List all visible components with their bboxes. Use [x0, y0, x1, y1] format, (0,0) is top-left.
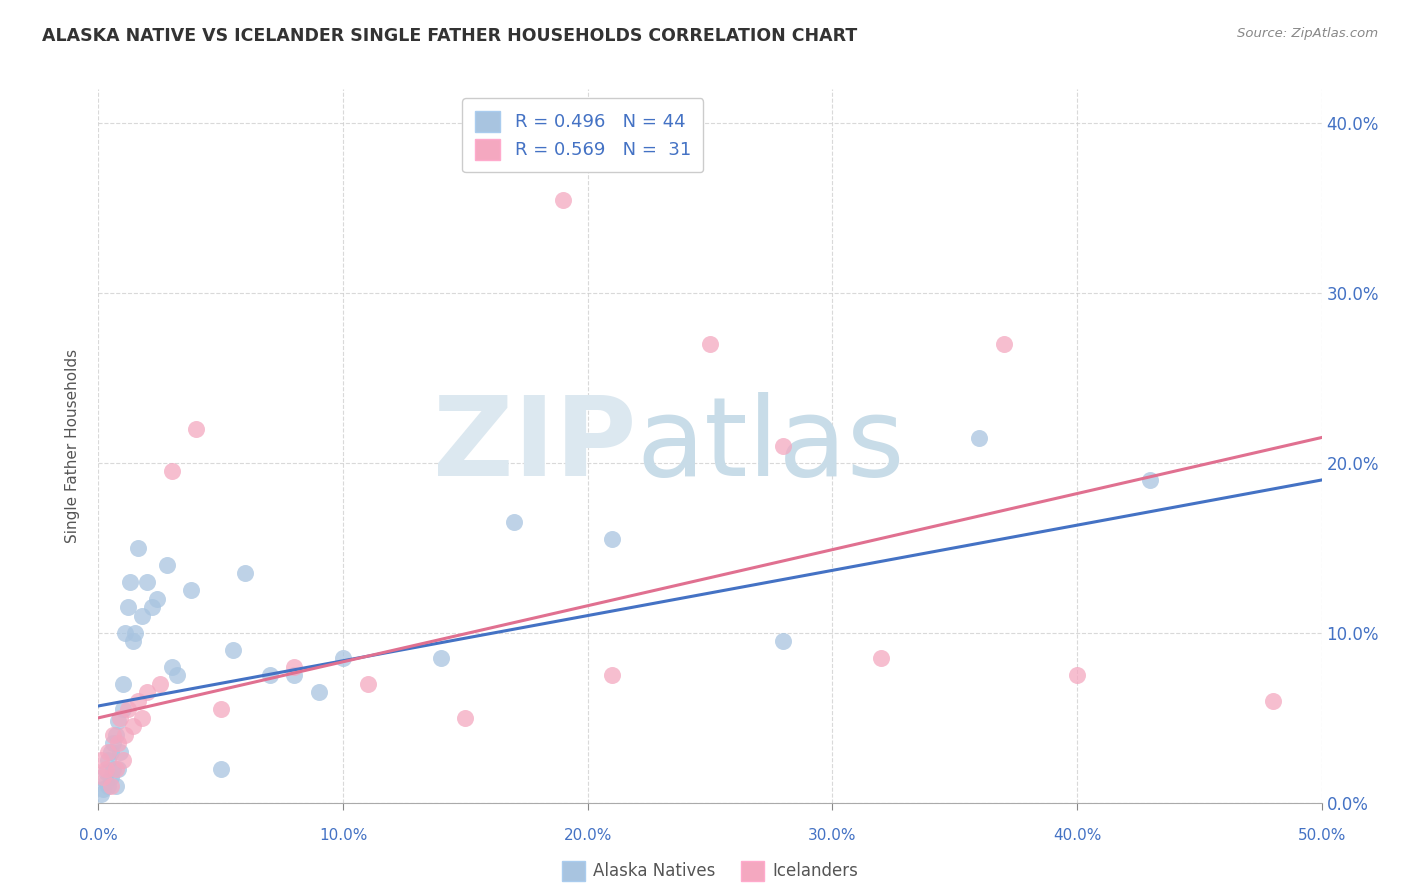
- Text: 40.0%: 40.0%: [1053, 828, 1101, 843]
- Point: [1261, 694, 1284, 708]
- Point: [186, 422, 208, 436]
- Point: [209, 702, 232, 716]
- Point: [110, 745, 132, 759]
- Point: [120, 574, 142, 589]
- Point: [101, 762, 124, 776]
- Point: [104, 762, 127, 776]
- Point: [90, 753, 112, 767]
- Point: [1066, 668, 1088, 682]
- Point: [107, 714, 129, 729]
- Point: [100, 745, 122, 759]
- Text: 0.0%: 0.0%: [79, 828, 118, 843]
- Point: [90, 787, 112, 801]
- Text: ZIP: ZIP: [433, 392, 637, 500]
- Point: [114, 728, 136, 742]
- Text: atlas: atlas: [637, 392, 905, 500]
- Point: [100, 770, 122, 784]
- Point: [101, 728, 124, 742]
- Point: [156, 558, 179, 572]
- Point: [600, 668, 623, 682]
- Point: [94, 775, 117, 789]
- Point: [283, 668, 305, 682]
- Point: [97, 753, 120, 767]
- Point: [283, 660, 305, 674]
- Point: [141, 600, 163, 615]
- Text: 20.0%: 20.0%: [564, 828, 612, 843]
- Text: ALASKA NATIVE VS ICELANDER SINGLE FATHER HOUSEHOLDS CORRELATION CHART: ALASKA NATIVE VS ICELANDER SINGLE FATHER…: [42, 27, 858, 45]
- Point: [259, 668, 281, 682]
- Point: [149, 677, 172, 691]
- Point: [127, 541, 149, 555]
- Text: 10.0%: 10.0%: [319, 828, 367, 843]
- Point: [97, 745, 120, 759]
- Point: [967, 430, 990, 444]
- Point: [772, 634, 794, 648]
- Point: [1139, 473, 1161, 487]
- Point: [136, 685, 159, 699]
- Point: [233, 566, 256, 581]
- Point: [110, 711, 132, 725]
- Point: [160, 465, 183, 479]
- Point: [870, 651, 893, 665]
- Point: [136, 574, 159, 589]
- Point: [104, 728, 127, 742]
- Text: 30.0%: 30.0%: [808, 828, 856, 843]
- Point: [699, 337, 721, 351]
- Text: Source: ZipAtlas.com: Source: ZipAtlas.com: [1237, 27, 1378, 40]
- Point: [104, 779, 127, 793]
- Point: [100, 779, 122, 793]
- Point: [993, 337, 1015, 351]
- Point: [600, 533, 623, 547]
- Point: [356, 677, 378, 691]
- Point: [101, 736, 124, 750]
- Point: [124, 626, 146, 640]
- Point: [332, 651, 354, 665]
- Point: [94, 765, 117, 780]
- Point: [91, 770, 114, 784]
- Point: [772, 439, 794, 453]
- Point: [308, 685, 330, 699]
- Point: [114, 626, 136, 640]
- Point: [430, 651, 453, 665]
- Point: [127, 694, 149, 708]
- Point: [94, 762, 117, 776]
- Point: [111, 677, 134, 691]
- Point: [107, 736, 129, 750]
- Text: 50.0%: 50.0%: [1298, 828, 1346, 843]
- Point: [121, 634, 143, 648]
- Point: [91, 782, 114, 797]
- Point: [503, 516, 526, 530]
- Point: [97, 779, 120, 793]
- Point: [146, 591, 169, 606]
- Point: [222, 643, 245, 657]
- Point: [553, 193, 575, 207]
- Point: [111, 753, 134, 767]
- Point: [166, 668, 188, 682]
- Point: [117, 600, 139, 615]
- Point: [107, 762, 129, 776]
- Point: [209, 762, 232, 776]
- Point: [160, 660, 183, 674]
- Point: [131, 608, 153, 623]
- Legend: Alaska Natives, Icelanders: Alaska Natives, Icelanders: [555, 855, 865, 888]
- Y-axis label: Single Father Households: Single Father Households: [65, 349, 80, 543]
- Point: [121, 719, 143, 733]
- Point: [111, 702, 134, 716]
- Point: [454, 711, 477, 725]
- Point: [180, 583, 202, 598]
- Point: [131, 711, 153, 725]
- Point: [117, 702, 139, 716]
